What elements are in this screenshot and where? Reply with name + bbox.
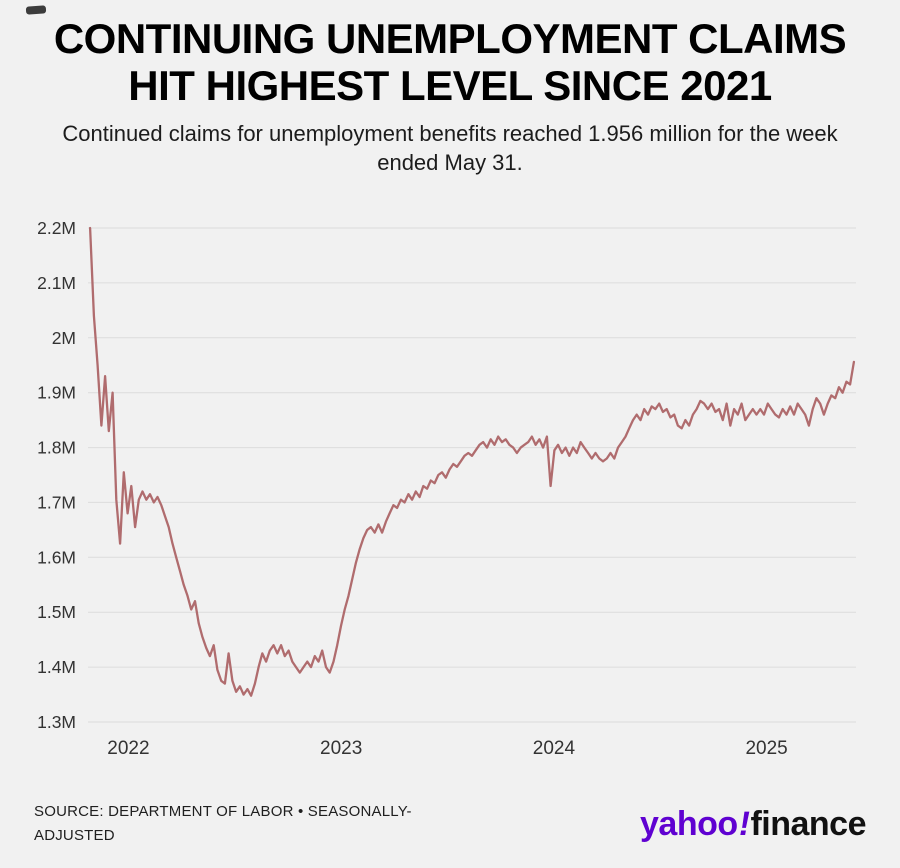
page-title: CONTINUING UNEMPLOYMENT CLAIMS HIT HIGHES… — [20, 15, 880, 109]
y-tick-label: 1.6M — [37, 548, 76, 568]
chart-subtitle: Continued claims for unemployment benefi… — [62, 121, 838, 176]
y-tick-label: 1.4M — [37, 657, 76, 677]
y-tick-label: 2.2M — [37, 218, 76, 238]
x-tick-label: 2023 — [320, 738, 362, 759]
y-tick-label: 1.8M — [37, 438, 76, 458]
source-note: SOURCE: DEPARTMENT OF LABOR • SEASONALLY… — [34, 803, 412, 844]
yahoo-wordmark: yahoo — [640, 804, 738, 843]
corner-artifact — [25, 5, 47, 15]
x-tick-label: 2024 — [533, 738, 576, 759]
y-tick-label: 1.5M — [37, 602, 76, 622]
x-tick-label: 2025 — [745, 738, 787, 759]
footer: SOURCE: DEPARTMENT OF LABOR • SEASONALLY… — [0, 800, 900, 868]
y-tick-label: 2M — [52, 328, 76, 348]
y-tick-label: 1.9M — [37, 383, 76, 403]
chart-area: 2.2M 2.1M 2M 1.9M 1.8M 1.7M 1.6M 1.5M 1.4M 1.3M 20… — [0, 201, 900, 766]
y-tick-label: 1.3M — [37, 712, 76, 732]
y-tick-label: 2.1M — [37, 273, 76, 293]
yahoo-finance-logo: yahoo!finance — [640, 805, 866, 844]
title-line-2: HIT HIGHEST LEVEL SINCE 2021 — [128, 61, 772, 109]
line-chart: 2.2M 2.1M 2M 1.9M 1.8M 1.7M 1.6M 1.5M 1.4M 1.3M 20… — [37, 218, 856, 759]
title-line-1: CONTINUING UNEMPLOYMENT CLAIMS — [53, 15, 847, 62]
claims-line-series — [88, 227, 856, 698]
y-tick-label: 1.7M — [37, 493, 76, 513]
x-tick-label: 2022 — [107, 738, 149, 759]
finance-wordmark: finance — [750, 804, 866, 843]
